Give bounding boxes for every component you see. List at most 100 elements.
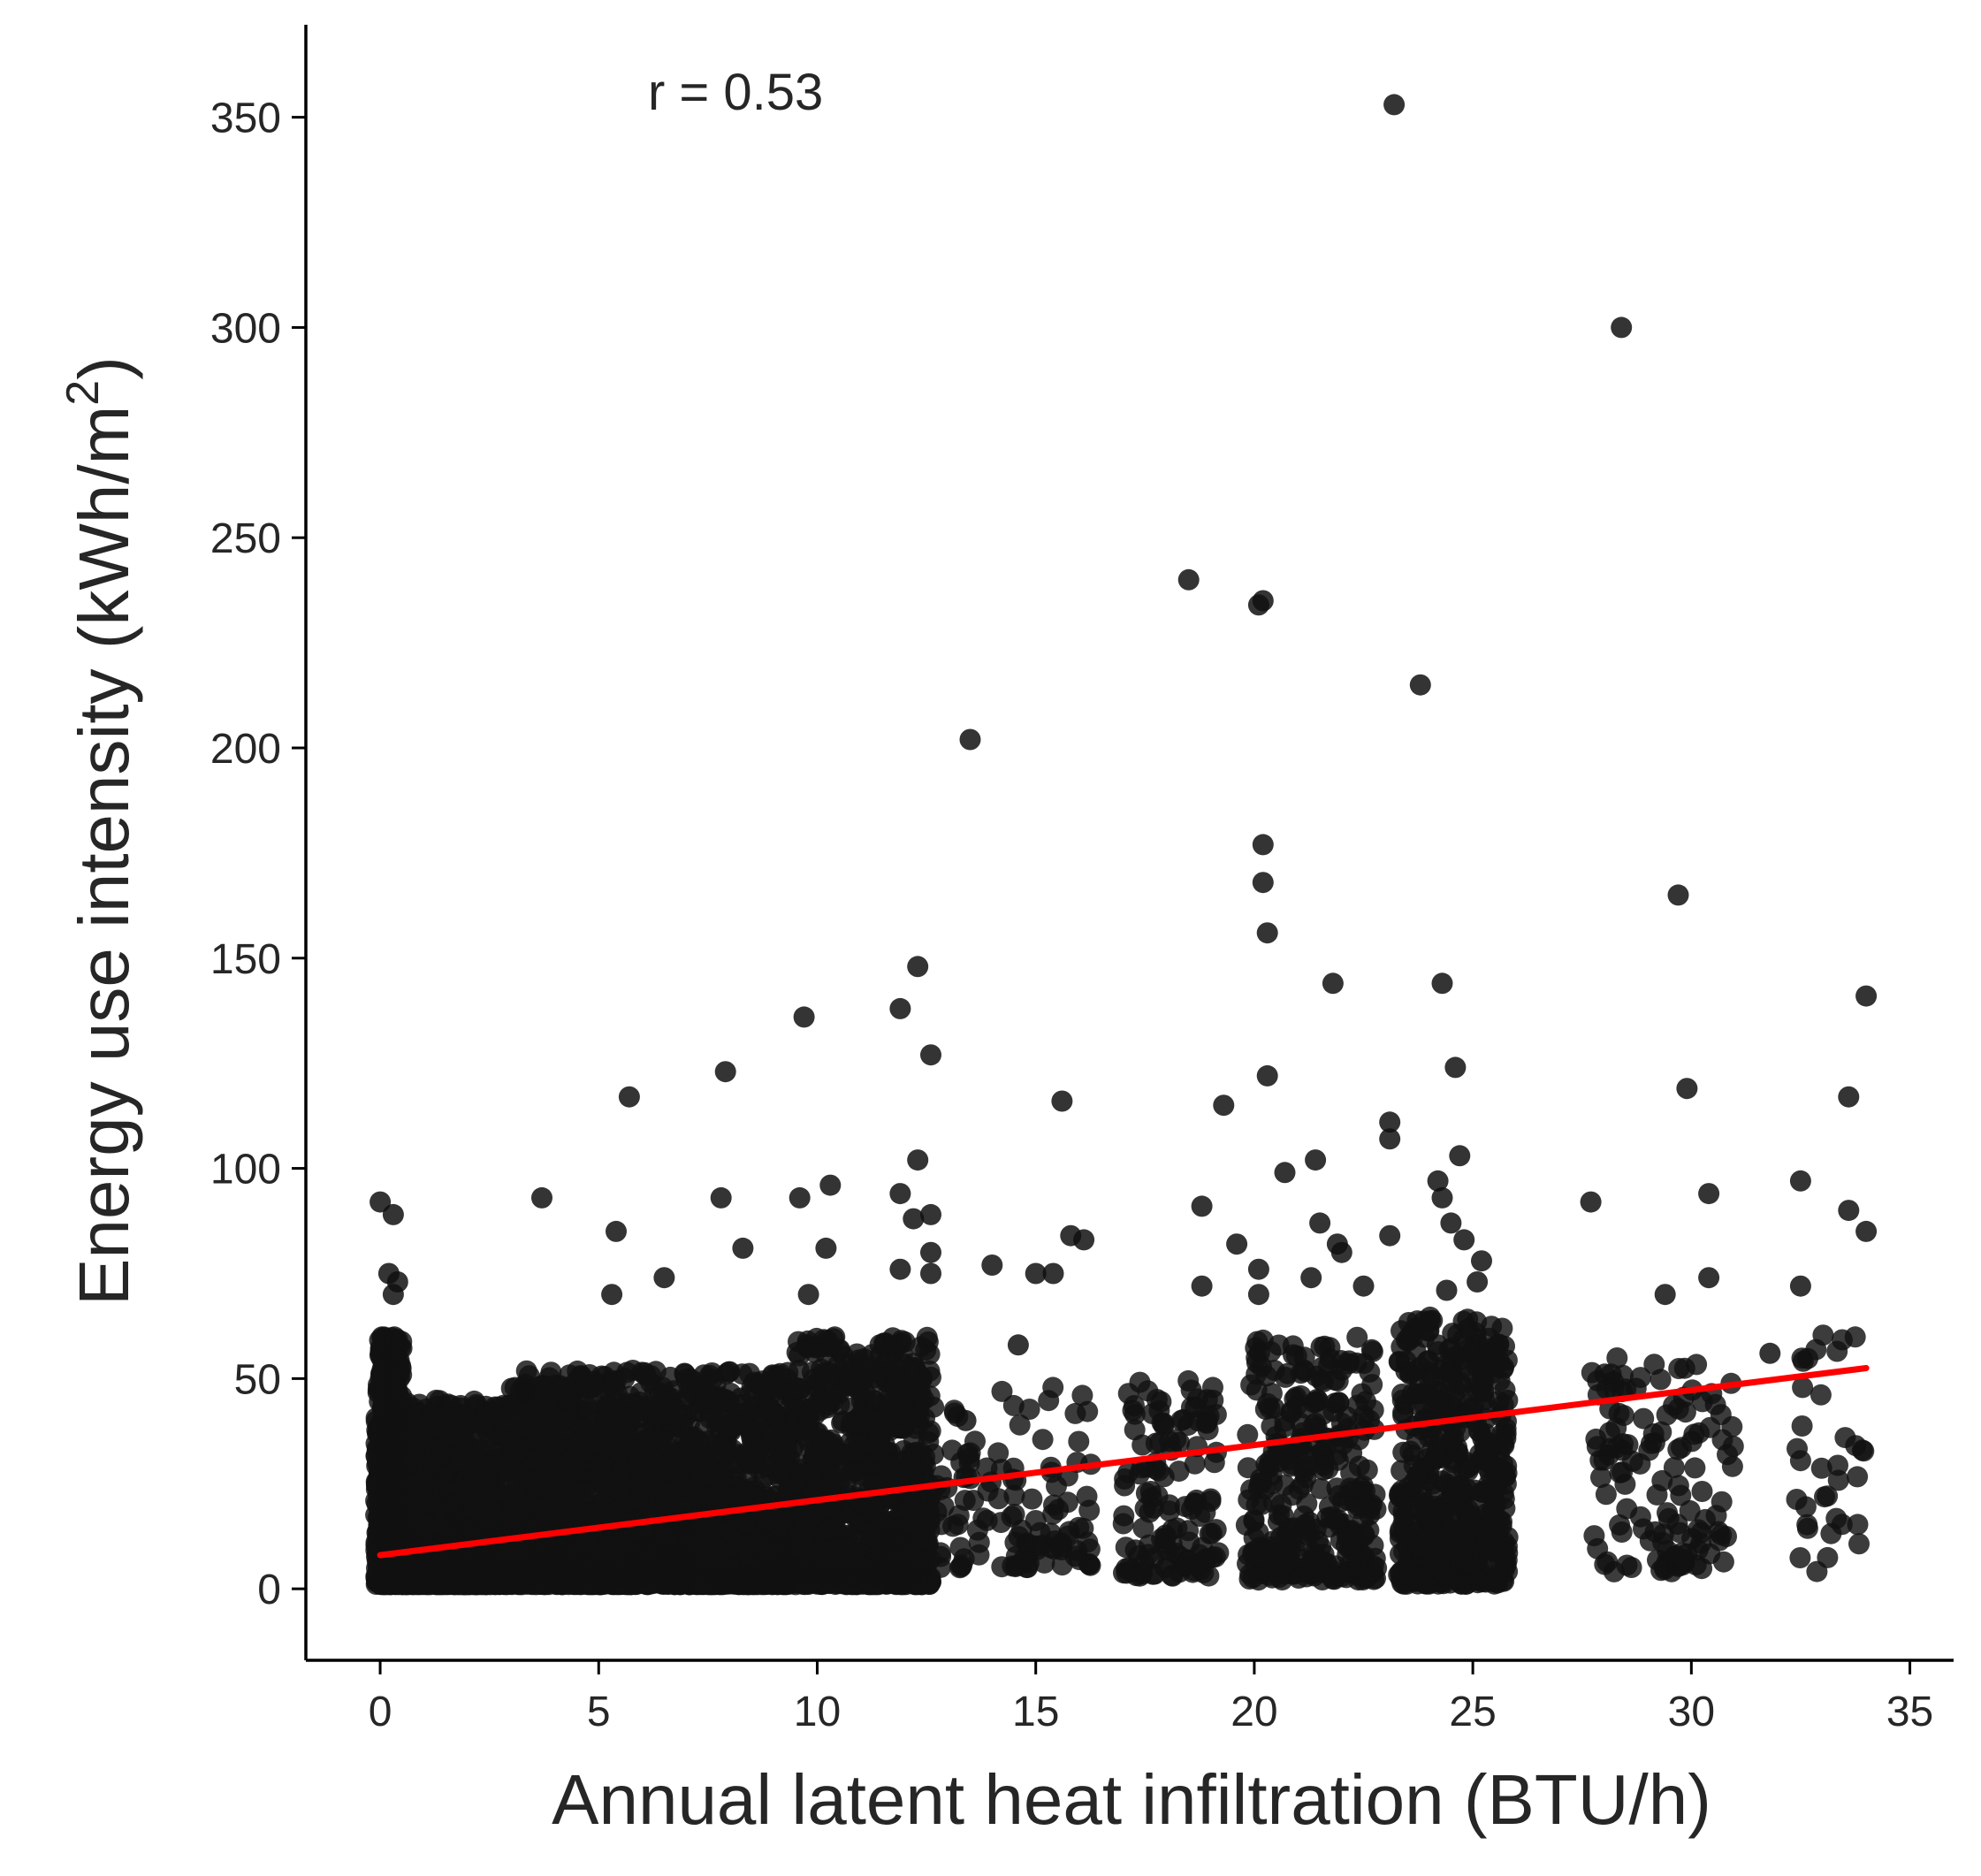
data-point xyxy=(923,1396,945,1418)
data-point xyxy=(789,1378,811,1400)
data-point xyxy=(904,1361,926,1384)
data-point xyxy=(863,1367,885,1389)
data-point xyxy=(610,1481,632,1503)
data-point xyxy=(436,1462,458,1484)
scatter-points xyxy=(365,94,1878,1596)
data-point xyxy=(909,1537,931,1559)
data-point xyxy=(719,1573,740,1595)
data-point xyxy=(1026,1538,1048,1560)
data-point xyxy=(529,1495,551,1517)
data-point xyxy=(468,1500,490,1522)
data-point xyxy=(662,1559,684,1581)
data-point xyxy=(968,1531,990,1553)
data-point xyxy=(702,1542,724,1564)
data-point xyxy=(951,1554,973,1576)
data-point xyxy=(822,1433,844,1455)
data-point xyxy=(740,1421,762,1443)
data-point xyxy=(648,1382,670,1404)
data-point xyxy=(744,1535,766,1557)
data-point xyxy=(903,1455,925,1477)
data-point xyxy=(446,1501,469,1523)
data-point xyxy=(677,1521,699,1542)
data-point xyxy=(801,1567,823,1589)
data-point xyxy=(552,1538,575,1560)
data-point xyxy=(1046,1476,1067,1497)
data-point xyxy=(584,1375,606,1397)
data-point xyxy=(604,1376,625,1398)
data-point xyxy=(396,1392,418,1415)
data-point xyxy=(396,1499,418,1521)
data-point xyxy=(878,1348,900,1370)
data-point xyxy=(805,1327,827,1349)
data-point xyxy=(416,1407,438,1430)
data-point xyxy=(1064,1402,1086,1424)
data-point xyxy=(1032,1429,1054,1451)
data-point xyxy=(389,1526,411,1548)
data-point xyxy=(634,1361,656,1384)
data-point xyxy=(475,1457,497,1479)
data-point xyxy=(1009,1414,1031,1436)
data-point xyxy=(666,1399,688,1421)
data-point xyxy=(570,1443,592,1465)
data-point xyxy=(1038,1390,1060,1412)
data-point xyxy=(804,1441,826,1463)
data-point xyxy=(758,1398,781,1420)
data-point xyxy=(556,1465,578,1487)
data-point xyxy=(886,1531,908,1553)
data-point xyxy=(1004,1556,1026,1578)
data-point xyxy=(1043,1494,1064,1516)
data-point xyxy=(388,1476,410,1498)
data-point xyxy=(864,1450,886,1472)
data-point xyxy=(1113,1505,1135,1527)
data-point xyxy=(468,1572,490,1594)
data-point xyxy=(1010,1519,1032,1541)
data-point xyxy=(758,1573,779,1595)
data-point xyxy=(790,1464,811,1486)
data-point xyxy=(964,1430,986,1453)
data-point xyxy=(408,1473,430,1495)
data-point xyxy=(590,1454,613,1476)
data-point xyxy=(737,1483,759,1505)
data-point xyxy=(562,1559,584,1580)
data-point xyxy=(1021,1488,1043,1510)
data-point xyxy=(717,1472,738,1494)
data-point xyxy=(405,1566,427,1588)
data-point xyxy=(797,1404,819,1426)
data-point xyxy=(395,1454,417,1476)
data-point xyxy=(832,1345,854,1367)
data-point xyxy=(1076,1485,1098,1507)
data-point xyxy=(976,1509,998,1531)
data-point xyxy=(520,1473,542,1495)
data-point xyxy=(896,1567,918,1590)
data-point xyxy=(894,1331,916,1353)
data-point xyxy=(819,1520,841,1542)
data-point xyxy=(651,1480,673,1502)
data-point xyxy=(369,1391,391,1413)
data-point xyxy=(663,1416,684,1438)
data-point xyxy=(369,1480,391,1502)
data-point xyxy=(368,1518,390,1540)
data-point xyxy=(653,1521,675,1543)
data-point xyxy=(369,1419,391,1441)
data-point xyxy=(440,1394,462,1416)
data-point xyxy=(923,1443,944,1465)
data-point xyxy=(385,1366,407,1387)
data-point xyxy=(589,1570,610,1592)
data-point xyxy=(530,1423,552,1445)
data-point xyxy=(384,1326,406,1348)
data-point xyxy=(942,1515,964,1537)
data-point xyxy=(930,1545,952,1567)
data-point xyxy=(473,1545,495,1567)
data-point xyxy=(895,1382,918,1404)
data-point xyxy=(834,1375,856,1396)
data-point xyxy=(502,1550,524,1572)
data-point xyxy=(586,1502,608,1524)
data-point xyxy=(365,1566,387,1587)
data-point xyxy=(714,1400,736,1422)
data-point xyxy=(1066,1540,1088,1562)
data-point xyxy=(758,1431,781,1453)
data-point xyxy=(512,1439,534,1461)
data-point xyxy=(1071,1384,1093,1407)
data-point xyxy=(933,1496,955,1517)
